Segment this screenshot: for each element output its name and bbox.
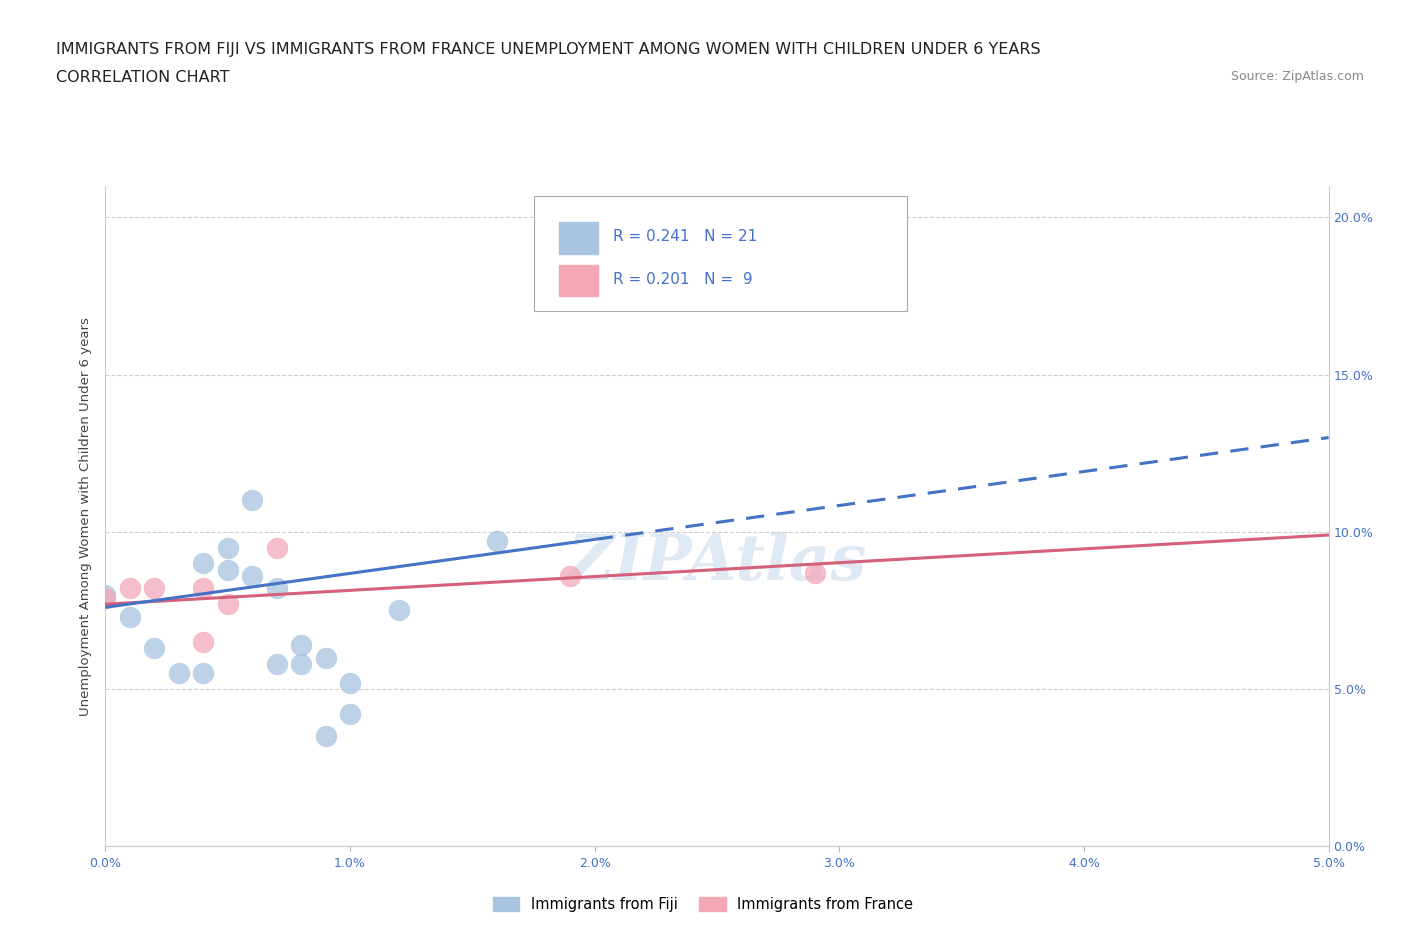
Point bbox=[94, 591, 117, 605]
Point bbox=[240, 568, 263, 583]
Point bbox=[193, 666, 215, 681]
Point bbox=[290, 657, 312, 671]
Text: ZIPAtlas: ZIPAtlas bbox=[568, 532, 866, 593]
Text: CORRELATION CHART: CORRELATION CHART bbox=[56, 70, 229, 85]
Point bbox=[266, 657, 288, 671]
Point bbox=[583, 222, 606, 237]
Point bbox=[217, 540, 239, 555]
Point bbox=[560, 568, 582, 583]
Text: Source: ZipAtlas.com: Source: ZipAtlas.com bbox=[1230, 70, 1364, 83]
Text: R = 0.241   N = 21: R = 0.241 N = 21 bbox=[613, 230, 758, 245]
Point bbox=[266, 540, 288, 555]
Point bbox=[143, 641, 166, 656]
Point bbox=[339, 675, 361, 690]
Point bbox=[193, 556, 215, 571]
Point bbox=[804, 565, 827, 580]
FancyBboxPatch shape bbox=[533, 196, 907, 312]
Point bbox=[485, 534, 508, 549]
Bar bbox=[560, 222, 599, 254]
Point bbox=[167, 666, 190, 681]
Point bbox=[388, 603, 411, 618]
Point bbox=[193, 581, 215, 596]
Point bbox=[217, 597, 239, 612]
Point bbox=[290, 638, 312, 653]
Point bbox=[266, 581, 288, 596]
Point bbox=[143, 581, 166, 596]
Point bbox=[94, 588, 117, 603]
Point bbox=[339, 707, 361, 722]
Legend: Immigrants from Fiji, Immigrants from France: Immigrants from Fiji, Immigrants from Fr… bbox=[486, 891, 920, 918]
Point bbox=[315, 729, 337, 744]
Point bbox=[118, 609, 141, 624]
Point bbox=[240, 493, 263, 508]
Point bbox=[193, 634, 215, 649]
Bar bbox=[560, 264, 599, 297]
Text: R = 0.201   N =  9: R = 0.201 N = 9 bbox=[613, 272, 752, 286]
Point bbox=[315, 650, 337, 665]
Y-axis label: Unemployment Among Women with Children Under 6 years: Unemployment Among Women with Children U… bbox=[79, 317, 93, 715]
Text: IMMIGRANTS FROM FIJI VS IMMIGRANTS FROM FRANCE UNEMPLOYMENT AMONG WOMEN WITH CHI: IMMIGRANTS FROM FIJI VS IMMIGRANTS FROM … bbox=[56, 42, 1040, 57]
Point bbox=[217, 562, 239, 577]
Point bbox=[118, 581, 141, 596]
